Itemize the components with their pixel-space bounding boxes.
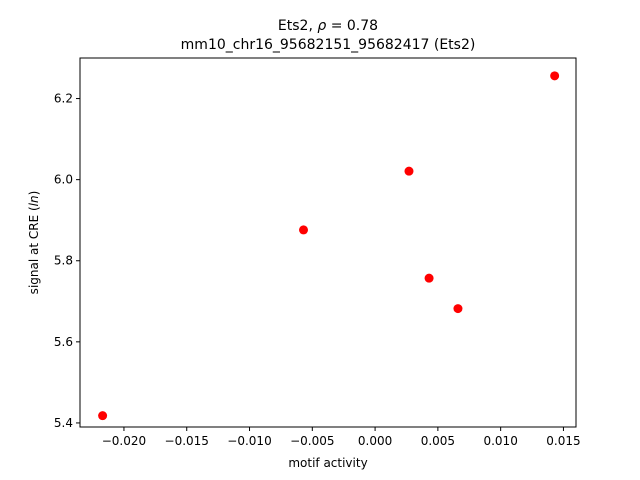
scatter-point <box>98 411 108 421</box>
x-tick-label: 0.005 <box>421 434 455 448</box>
y-tick-label: 5.4 <box>54 416 73 430</box>
x-tick-label: 0.015 <box>546 434 580 448</box>
scatter-point <box>424 273 434 283</box>
y-axis-label: signal at CRE (ln) <box>27 191 41 295</box>
x-axis-label: motif activity <box>288 456 367 470</box>
x-tick-label: 0.000 <box>358 434 392 448</box>
x-tick-label: −0.015 <box>165 434 209 448</box>
chart-title-line2: mm10_chr16_95682151_95682417 (Ets2) <box>181 37 476 53</box>
x-tick-label: 0.010 <box>483 434 517 448</box>
axes-frame <box>79 57 577 428</box>
y-tick-label: 6.2 <box>54 92 73 106</box>
scatter-point <box>404 166 414 176</box>
y-tick-label: 5.8 <box>54 254 73 268</box>
x-tick-label: −0.005 <box>290 434 334 448</box>
chart-title-line1: Ets2, ρ = 0.78 <box>278 18 378 34</box>
rho-symbol: ρ <box>317 18 326 34</box>
x-tick-label: −0.010 <box>227 434 271 448</box>
plot-area: −0.020 −0.015 −0.010 −0.005 0.000 0.005 0.010 0… <box>54 71 581 448</box>
y-axis-label-italic: ln <box>27 195 41 206</box>
scatter-point <box>299 225 309 235</box>
y-tick-label: 6.0 <box>54 173 73 187</box>
y-tick-label: 5.6 <box>54 335 73 349</box>
scatter-point <box>550 71 560 81</box>
x-tick-label: −0.020 <box>102 434 146 448</box>
scatter-point <box>453 304 463 314</box>
